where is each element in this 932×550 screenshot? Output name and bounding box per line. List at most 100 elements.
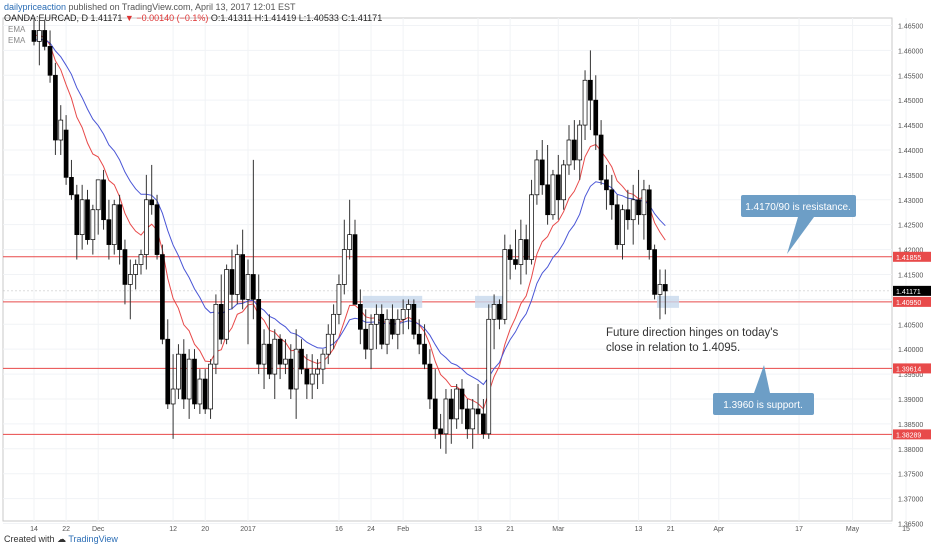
candle[interactable] bbox=[566, 125, 572, 175]
indicator-ema-2[interactable]: EMA bbox=[8, 36, 26, 45]
candle[interactable] bbox=[138, 249, 144, 275]
time-axis[interactable]: 14 22 Dec 12 20 2017 16 24 Feb 13 21 Mar 13 21 Apr 17 Ma… bbox=[30, 526, 910, 533]
candle[interactable] bbox=[395, 309, 401, 350]
candle[interactable] bbox=[358, 289, 363, 345]
candle[interactable] bbox=[363, 309, 369, 360]
candle[interactable] bbox=[58, 105, 64, 155]
candle[interactable] bbox=[31, 19, 37, 46]
candle[interactable] bbox=[208, 359, 213, 419]
candle[interactable] bbox=[213, 294, 219, 375]
candle[interactable] bbox=[438, 413, 443, 449]
candle[interactable] bbox=[390, 304, 395, 340]
candle[interactable] bbox=[384, 309, 390, 355]
candle[interactable] bbox=[502, 234, 508, 325]
candle[interactable] bbox=[101, 169, 106, 230]
candle[interactable] bbox=[625, 189, 631, 230]
candle[interactable] bbox=[256, 274, 262, 375]
candle[interactable] bbox=[325, 324, 331, 365]
candle[interactable] bbox=[170, 354, 176, 439]
candle[interactable] bbox=[588, 50, 593, 131]
candle[interactable] bbox=[374, 304, 379, 350]
candle[interactable] bbox=[513, 229, 518, 270]
candle[interactable] bbox=[459, 379, 465, 424]
candle[interactable] bbox=[53, 62, 58, 155]
candle[interactable] bbox=[229, 249, 235, 310]
candle[interactable] bbox=[470, 398, 476, 449]
candle[interactable] bbox=[251, 159, 256, 320]
candle[interactable] bbox=[149, 164, 155, 215]
candle[interactable] bbox=[539, 140, 545, 195]
candle[interactable] bbox=[620, 204, 625, 260]
candle[interactable] bbox=[577, 120, 583, 180]
candle[interactable] bbox=[481, 398, 486, 439]
candle[interactable] bbox=[234, 244, 240, 305]
candle[interactable] bbox=[277, 334, 283, 380]
indicator-ema-1[interactable]: EMA bbox=[8, 25, 26, 34]
candle[interactable] bbox=[267, 314, 272, 380]
candles[interactable] bbox=[31, 19, 668, 454]
candle[interactable] bbox=[69, 159, 74, 200]
candle[interactable] bbox=[641, 179, 647, 240]
candle[interactable] bbox=[315, 359, 320, 390]
candle[interactable] bbox=[240, 229, 245, 310]
candle[interactable] bbox=[523, 224, 529, 275]
candle[interactable] bbox=[144, 174, 149, 270]
candle[interactable] bbox=[245, 259, 251, 345]
candle[interactable] bbox=[486, 304, 492, 439]
candle[interactable] bbox=[582, 70, 588, 141]
candle[interactable] bbox=[352, 219, 358, 305]
candle[interactable] bbox=[111, 199, 117, 255]
candle[interactable] bbox=[90, 204, 96, 255]
candle[interactable] bbox=[630, 184, 636, 245]
candle[interactable] bbox=[518, 219, 524, 285]
candle[interactable] bbox=[293, 329, 299, 419]
candle[interactable] bbox=[465, 398, 470, 439]
tradingview-brand[interactable]: TradingView bbox=[68, 534, 118, 544]
candle[interactable] bbox=[117, 194, 122, 265]
candle[interactable] bbox=[636, 169, 641, 225]
candle[interactable] bbox=[491, 294, 497, 350]
candle[interactable] bbox=[192, 349, 197, 409]
candle[interactable] bbox=[336, 274, 342, 325]
candle[interactable] bbox=[475, 384, 481, 434]
candle[interactable] bbox=[347, 199, 352, 260]
candle[interactable] bbox=[95, 179, 101, 235]
candle[interactable] bbox=[646, 184, 652, 260]
candle[interactable] bbox=[309, 354, 315, 399]
candle[interactable] bbox=[561, 159, 567, 210]
candle[interactable] bbox=[411, 299, 417, 340]
candle[interactable] bbox=[571, 120, 577, 170]
candle[interactable] bbox=[299, 339, 304, 375]
candle[interactable] bbox=[85, 189, 90, 245]
candle[interactable] bbox=[288, 344, 294, 399]
candle[interactable] bbox=[224, 264, 229, 345]
candle[interactable] bbox=[545, 144, 550, 225]
candle[interactable] bbox=[272, 329, 278, 399]
candle[interactable] bbox=[614, 194, 620, 250]
candle[interactable] bbox=[261, 329, 267, 390]
candle[interactable] bbox=[422, 324, 427, 370]
candle[interactable] bbox=[133, 259, 138, 290]
candle[interactable] bbox=[160, 244, 165, 345]
candle[interactable] bbox=[79, 184, 85, 250]
candle[interactable] bbox=[432, 369, 438, 439]
candle[interactable] bbox=[507, 244, 513, 280]
candle[interactable] bbox=[341, 219, 347, 295]
publisher-link[interactable]: dailypriceaction bbox=[4, 2, 67, 12]
candle[interactable] bbox=[593, 75, 599, 150]
candle[interactable] bbox=[127, 259, 133, 320]
candle[interactable] bbox=[598, 120, 604, 185]
candle[interactable] bbox=[534, 149, 540, 205]
candle[interactable] bbox=[379, 304, 385, 350]
candle[interactable] bbox=[416, 319, 422, 355]
candle[interactable] bbox=[165, 319, 171, 409]
candle[interactable] bbox=[176, 344, 181, 399]
candle[interactable] bbox=[497, 299, 502, 330]
candle[interactable] bbox=[657, 269, 663, 320]
candle[interactable] bbox=[36, 20, 42, 66]
candle[interactable] bbox=[202, 369, 208, 414]
candle[interactable] bbox=[63, 115, 69, 185]
candle[interactable] bbox=[304, 354, 310, 399]
candle[interactable] bbox=[122, 239, 128, 305]
